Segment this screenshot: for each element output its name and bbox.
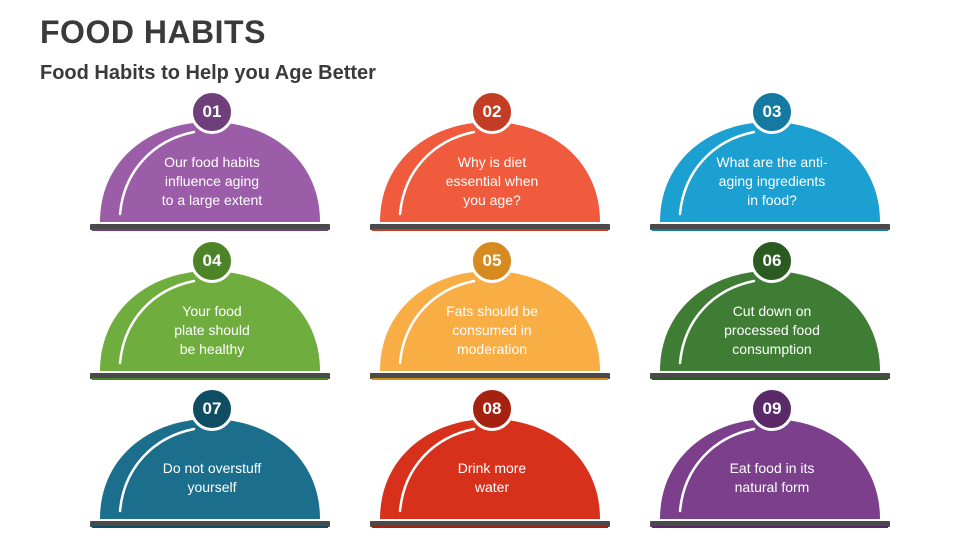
- cloche-dome: [100, 271, 320, 371]
- page-title: FOOD HABITS: [40, 14, 266, 50]
- habit-card-04: 04 Your food plate should be healthy: [90, 239, 330, 383]
- cloche-plate: [650, 373, 890, 379]
- cloche-plate: [90, 373, 330, 379]
- habit-text: Your food plate should be healthy: [174, 302, 250, 357]
- habit-text: What are the anti- aging ingredients in …: [716, 153, 828, 208]
- habit-number-badge: 07: [190, 387, 234, 431]
- cloche-plate-shadow: [652, 229, 888, 231]
- habit-number-badge: 06: [750, 239, 794, 283]
- habit-text: Why is diet essential when you age?: [445, 153, 539, 208]
- cloche-dome: [660, 122, 880, 222]
- cloche-highlight-arc: [398, 427, 476, 513]
- cloche-highlight-arc: [678, 130, 756, 216]
- habit-card-03: 03 What are the anti- aging ingredients i…: [650, 90, 890, 234]
- habit-text: Fats should be consumed in moderation: [446, 302, 538, 357]
- habit-card-07: 07 Do not overstuff yourself: [90, 387, 330, 531]
- cloche-shape: [370, 271, 610, 380]
- cloche-shape: [650, 122, 890, 231]
- habit-number-badge: 03: [750, 90, 794, 134]
- cloche-plate-shadow: [372, 229, 608, 231]
- cloche-plate-shadow: [372, 526, 608, 528]
- cloche-plate: [370, 521, 610, 527]
- habit-number-badge: 04: [190, 239, 234, 283]
- habit-number-badge: 05: [470, 239, 514, 283]
- cloche-highlight-arc: [118, 279, 196, 365]
- habit-number-badge: 01: [190, 90, 234, 134]
- cloche-dome: [660, 419, 880, 519]
- cloche-dome: [380, 271, 600, 371]
- habit-card-02: 02 Why is diet essential when you age?: [370, 90, 610, 234]
- page-subtitle: Food Habits to Help you Age Better: [40, 62, 376, 84]
- habit-card-01: 01 Our food habits influence aging to a l…: [90, 90, 330, 234]
- cloche-shape: [650, 271, 890, 380]
- cloche-shape: [370, 122, 610, 231]
- cloche-shape: [650, 419, 890, 528]
- habit-card-06: 06 Cut down on processed food consumption: [650, 239, 890, 383]
- habit-number-badge: 09: [750, 387, 794, 431]
- habit-card-09: 09 Eat food in its natural form: [650, 387, 890, 531]
- cloche-plate-shadow: [652, 526, 888, 528]
- cloche-highlight-arc: [398, 130, 476, 216]
- cloche-plate: [650, 224, 890, 230]
- habit-text: Eat food in its natural form: [729, 460, 815, 495]
- cloche-plate: [90, 224, 330, 230]
- habit-number-badge: 08: [470, 387, 514, 431]
- cloche-plate-shadow: [372, 378, 608, 380]
- habit-card-05: 05 Fats should be consumed in moderation: [370, 239, 610, 383]
- cloche-dome: [100, 419, 320, 519]
- cloche-plate: [650, 521, 890, 527]
- cloche-dome: [660, 271, 880, 371]
- cloche-plate: [90, 521, 330, 527]
- cloche-plate: [370, 224, 610, 230]
- cloche-plate-shadow: [92, 229, 328, 231]
- habit-number-badge: 02: [470, 90, 514, 134]
- cloche-highlight-arc: [678, 279, 756, 365]
- cloche-shape: [90, 122, 330, 231]
- cloche-shape: [90, 271, 330, 380]
- habit-text: Our food habits influence aging to a lar…: [161, 153, 263, 208]
- cloche-dome: [380, 122, 600, 222]
- cloche-plate-shadow: [92, 526, 328, 528]
- cloche-dome: [380, 419, 600, 519]
- habit-text: Drink more water: [457, 460, 527, 495]
- cloche-dome: [100, 122, 320, 222]
- cloche-plate-shadow: [92, 378, 328, 380]
- cloche-highlight-arc: [678, 427, 756, 513]
- cloche-highlight-arc: [118, 130, 196, 216]
- cloche-highlight-arc: [398, 279, 476, 365]
- habit-text: Cut down on processed food consumption: [724, 302, 820, 357]
- cloche-shape: [90, 419, 330, 528]
- habit-card-08: 08 Drink more water: [370, 387, 610, 531]
- cloche-plate-shadow: [652, 378, 888, 380]
- habit-text: Do not overstuff yourself: [162, 460, 262, 495]
- cloche-plate: [370, 373, 610, 379]
- cloche-shape: [370, 419, 610, 528]
- cloche-highlight-arc: [118, 427, 196, 513]
